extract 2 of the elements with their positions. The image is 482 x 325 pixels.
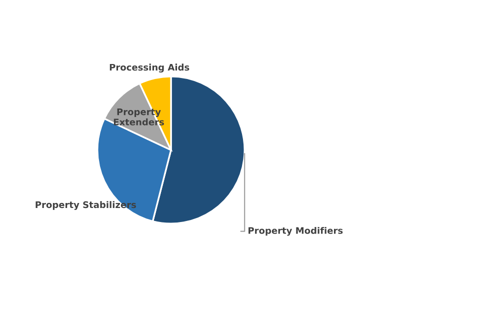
slice-label: Property Modifiers	[248, 226, 343, 236]
slice-label: Processing Aids	[110, 64, 190, 72]
